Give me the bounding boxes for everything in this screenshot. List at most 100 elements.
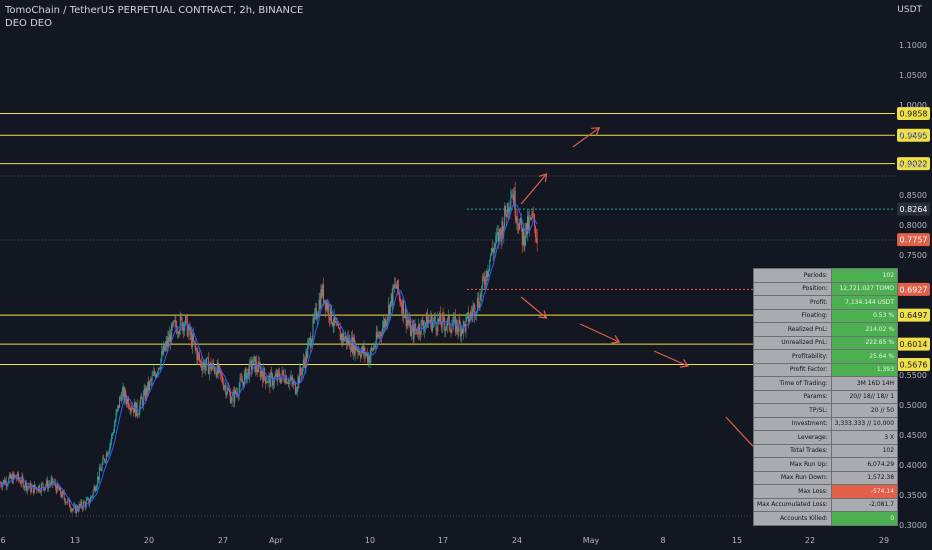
level-label-bg-1 xyxy=(897,128,930,142)
stats-key: Profitability: xyxy=(753,349,832,364)
strategy-stats-table: Periods: 102 Position: 12,721.027 TOMO Profi… xyxy=(753,268,899,526)
stats-row: Unrealized PnL: 222.65 % xyxy=(753,335,899,350)
stats-value: -574.14 xyxy=(830,484,899,499)
x-tick-label: 13 xyxy=(70,536,80,545)
level-label-bg-5 xyxy=(897,357,930,371)
x-tick-label: May xyxy=(583,536,600,545)
stats-key: Unrealized PnL: xyxy=(753,335,832,350)
price-label-bg-0 xyxy=(897,202,930,216)
stats-row: Max Run Down: 1,572.38 xyxy=(753,470,899,485)
candles xyxy=(0,181,538,517)
y-tick-label: 0.3000 xyxy=(899,521,927,530)
price-label-1: 0.7757 xyxy=(900,236,928,245)
y-tick-label: 0.9500 xyxy=(899,131,927,140)
y-tick-label: 0.7500 xyxy=(899,251,927,260)
price-label-bg-2 xyxy=(897,282,930,296)
x-tick-label: 24 xyxy=(512,536,522,545)
stats-value: 222.65 % xyxy=(830,335,899,350)
stats-value: 25.64 % xyxy=(830,349,899,364)
stats-key: Position: xyxy=(753,281,832,296)
projection-up-arrow-2 xyxy=(572,127,600,148)
y-tick-label: 0.5500 xyxy=(899,371,927,380)
stats-key: Profit: xyxy=(753,295,832,310)
stats-row: Total Trades: 102 xyxy=(753,443,899,458)
stats-row: Accounts Killed: 0 xyxy=(753,511,899,526)
level-label-4: 0.6014 xyxy=(900,340,928,349)
x-tick-label: 29 xyxy=(879,536,889,545)
x-tick-label: 27 xyxy=(218,536,228,545)
y-tick-label: 0.4500 xyxy=(899,431,927,440)
stats-key: Leverage: xyxy=(753,430,832,445)
x-tick-label: 20 xyxy=(144,536,154,545)
level-label-bg-3 xyxy=(897,308,930,322)
projection-up-arrow-0-head xyxy=(538,173,548,183)
level-label-0: 0.9858 xyxy=(900,110,928,119)
y-tick-label: 0.8500 xyxy=(899,191,927,200)
stats-value: 3 X xyxy=(830,430,899,445)
stats-row: Investment: 3,333.333 // 10,000 xyxy=(753,416,899,431)
projection-down-arrow-0-head xyxy=(538,310,548,319)
stats-row: Time of Trading: 3M 16D 14H xyxy=(753,376,899,391)
stats-key: Periods: xyxy=(753,268,832,283)
projection-down-arrow-4 xyxy=(653,350,689,367)
x-tick-label: Apr xyxy=(269,536,284,545)
stats-row: Params: 20// 18// 18// 1 xyxy=(753,389,899,404)
stats-row: TP/SL: 20 // 50 xyxy=(753,403,899,418)
level-label-2: 0.9022 xyxy=(900,160,928,169)
stats-key: Total Trades: xyxy=(753,443,832,458)
stats-key: Floating: xyxy=(753,308,832,323)
stats-value: 102 xyxy=(830,443,899,458)
projection-down-arrow-2-head xyxy=(611,334,621,344)
price-label-bg-1 xyxy=(897,233,930,247)
stats-row: Floating: 0.53 % xyxy=(753,308,899,323)
x-tick-label: 22 xyxy=(805,536,815,545)
stats-value: 3M 16D 14H xyxy=(830,376,899,391)
stats-key: Max Accumulated Loss: xyxy=(753,497,832,512)
stats-value: 214.02 % xyxy=(830,322,899,337)
stats-key: Accounts Killed: xyxy=(753,511,832,526)
stats-value: 3,333.333 // 10,000 xyxy=(830,416,899,431)
level-label-bg-0 xyxy=(897,107,930,121)
stats-row: Leverage: 3 X xyxy=(753,430,899,445)
stats-key: Params: xyxy=(753,389,832,404)
stats-row: Periods: 102 xyxy=(753,268,899,283)
stats-value: 20 // 50 xyxy=(830,403,899,418)
stats-value: 102 xyxy=(830,268,899,283)
x-tick-label: 10 xyxy=(365,536,375,545)
stats-value: 0.53 % xyxy=(830,308,899,323)
stats-value: 12,721.027 TOMO xyxy=(830,281,899,296)
stats-value: 1,572.38 xyxy=(830,470,899,485)
stats-key: Max Run Down: xyxy=(753,470,832,485)
stats-value: -2,081.7 xyxy=(830,497,899,512)
stats-row: Profitability: 25.64 % xyxy=(753,349,899,364)
stats-row: Profit Factor: 1.393 xyxy=(753,362,899,377)
x-tick-label: 17 xyxy=(438,536,448,545)
stats-key: Investment: xyxy=(753,416,832,431)
y-tick-label: 0.4000 xyxy=(899,461,927,470)
price-label-0: 0.8264 xyxy=(900,205,928,214)
projection-up-arrow-2-head xyxy=(591,127,601,136)
indicator-name: DEO DEO xyxy=(5,18,52,29)
projection-down-arrow-2 xyxy=(579,323,620,343)
price-label-2: 0.6927 xyxy=(900,285,928,294)
y-tick-label: 0.3500 xyxy=(899,491,927,500)
y-tick-label: 1.0500 xyxy=(899,71,927,80)
stats-row: Max Accumulated Loss: -2,081.7 xyxy=(753,497,899,512)
x-tick-label: 15 xyxy=(732,536,742,545)
y-tick-label: 0.5000 xyxy=(899,401,927,410)
stats-key: Time of Trading: xyxy=(753,376,832,391)
stats-value: 7,134.144 USDT xyxy=(830,295,899,310)
stats-row: Realized PnL: 214.02 % xyxy=(753,322,899,337)
level-label-bg-4 xyxy=(897,337,930,351)
stats-row: Position: 12,721.027 TOMO xyxy=(753,281,899,296)
level-label-bg-2 xyxy=(897,157,930,171)
projection-up-arrow-0 xyxy=(520,173,547,205)
level-label-3: 0.6497 xyxy=(900,311,928,320)
y-axis-unit: USDT xyxy=(897,5,922,15)
projection-down-arrow-4-head xyxy=(679,359,689,368)
y-tick-label: 0.9000 xyxy=(899,161,927,170)
level-label-5: 0.5676 xyxy=(900,360,928,369)
stats-row: Max Loss: -574.14 xyxy=(753,484,899,499)
chart-title: TomoChain / TetherUS PERPETUAL CONTRACT,… xyxy=(5,5,304,16)
